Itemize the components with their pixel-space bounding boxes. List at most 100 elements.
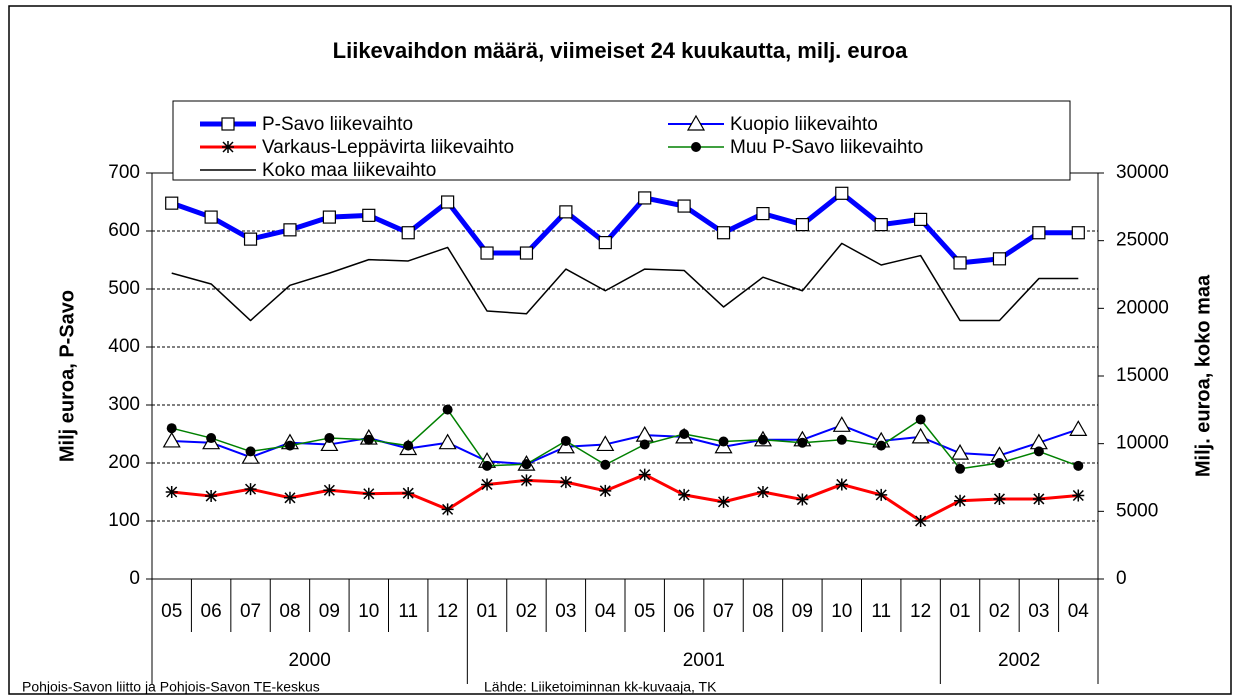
marker (284, 440, 295, 451)
x-tick-label: 04 (1068, 601, 1090, 622)
marker (679, 429, 690, 439)
y2-tick-label: 20000 (1116, 297, 1169, 318)
x-tick-label: 11 (398, 601, 418, 622)
series-line (171, 473, 1079, 523)
marker (717, 495, 730, 508)
marker (320, 435, 339, 452)
legend-box (172, 100, 1071, 181)
marker (875, 488, 888, 501)
y2-tick-label: 15000 (1116, 365, 1169, 386)
footnote: Lähde: Liiketoiminnan kk-kuvaaja, TK (484, 679, 717, 695)
marker (162, 431, 181, 448)
x-tick-label: 03 (555, 601, 576, 622)
legend-label: Varkaus-Leppävirta liikevaihto (262, 137, 514, 158)
x-tick-label: 08 (752, 601, 773, 622)
marker (401, 226, 415, 240)
x-tick-label: 10 (831, 601, 852, 622)
y-tick-label: 500 (108, 278, 140, 299)
marker (716, 226, 731, 240)
x-tick-label: 07 (240, 601, 261, 622)
x-tick-label: 05 (161, 601, 182, 622)
marker (206, 433, 217, 444)
marker (441, 195, 455, 209)
y-tick-label: 300 (108, 394, 140, 415)
y2-tick-label: 0 (1116, 568, 1127, 589)
marker (1033, 446, 1044, 457)
x-group-label: 2000 (289, 650, 331, 671)
y2-axis-title: Milj. euroa, koko maa (1192, 274, 1214, 477)
marker (954, 494, 967, 507)
marker (362, 208, 376, 222)
marker (1071, 226, 1085, 240)
marker (362, 487, 375, 500)
marker (521, 459, 532, 470)
marker (1073, 460, 1084, 471)
y-tick-label: 700 (108, 162, 140, 183)
marker (244, 483, 257, 496)
marker (402, 487, 415, 500)
marker (992, 252, 1007, 266)
marker (955, 463, 966, 474)
y2-tick-label: 10000 (1116, 433, 1169, 454)
marker (323, 484, 336, 497)
marker (757, 434, 768, 445)
legend-label: Muu P-Savo liikevaihto (730, 137, 923, 158)
marker (797, 437, 808, 448)
marker (686, 114, 706, 131)
marker (915, 414, 926, 425)
y2-tick-label: 25000 (1116, 230, 1169, 251)
marker (519, 246, 534, 260)
marker (638, 468, 651, 481)
series-line (171, 242, 1079, 322)
marker (795, 218, 809, 232)
marker (1069, 420, 1088, 436)
footnote: Pohjois-Savon liitto ja Pohjois-Savon TE… (22, 679, 320, 695)
marker (1032, 492, 1045, 505)
y-tick-label: 200 (108, 452, 140, 473)
x-tick-label: 01 (949, 601, 970, 622)
marker (560, 435, 571, 446)
legend-label: Kuopio liikevaihto (730, 114, 878, 135)
marker (835, 186, 849, 200)
y-axis-title: Milj euroa, P-Savo (56, 290, 78, 462)
marker (599, 484, 612, 497)
series-line (171, 408, 1079, 470)
marker (639, 439, 650, 450)
y-tick-label: 0 (129, 568, 140, 589)
x-tick-label: 12 (437, 601, 458, 622)
marker (442, 404, 453, 415)
marker (520, 474, 533, 487)
marker (691, 142, 701, 152)
marker (993, 492, 1006, 505)
marker (874, 218, 888, 232)
marker (243, 232, 258, 246)
x-tick-label: 10 (358, 601, 379, 622)
marker (205, 490, 218, 503)
marker (718, 436, 729, 447)
marker (876, 440, 887, 451)
x-tick-label: 02 (516, 601, 537, 622)
marker (363, 434, 374, 445)
x-tick-label: 04 (595, 601, 617, 622)
x-tick-label: 07 (713, 601, 734, 622)
marker (559, 205, 573, 219)
marker (283, 223, 297, 237)
marker (481, 478, 494, 491)
marker (1032, 226, 1046, 240)
y-tick-label: 400 (108, 336, 140, 357)
y-tick-label: 100 (108, 510, 140, 531)
y2-tick-label: 5000 (1116, 500, 1158, 521)
marker (914, 212, 928, 226)
marker (953, 256, 967, 270)
marker (222, 141, 234, 153)
x-tick-label: 09 (792, 601, 813, 622)
x-tick-label: 06 (674, 601, 695, 622)
marker (166, 423, 177, 434)
marker (911, 427, 930, 444)
marker (322, 210, 336, 224)
x-tick-label: 08 (279, 601, 300, 622)
x-tick-label: 02 (989, 601, 1010, 622)
marker (835, 478, 848, 491)
